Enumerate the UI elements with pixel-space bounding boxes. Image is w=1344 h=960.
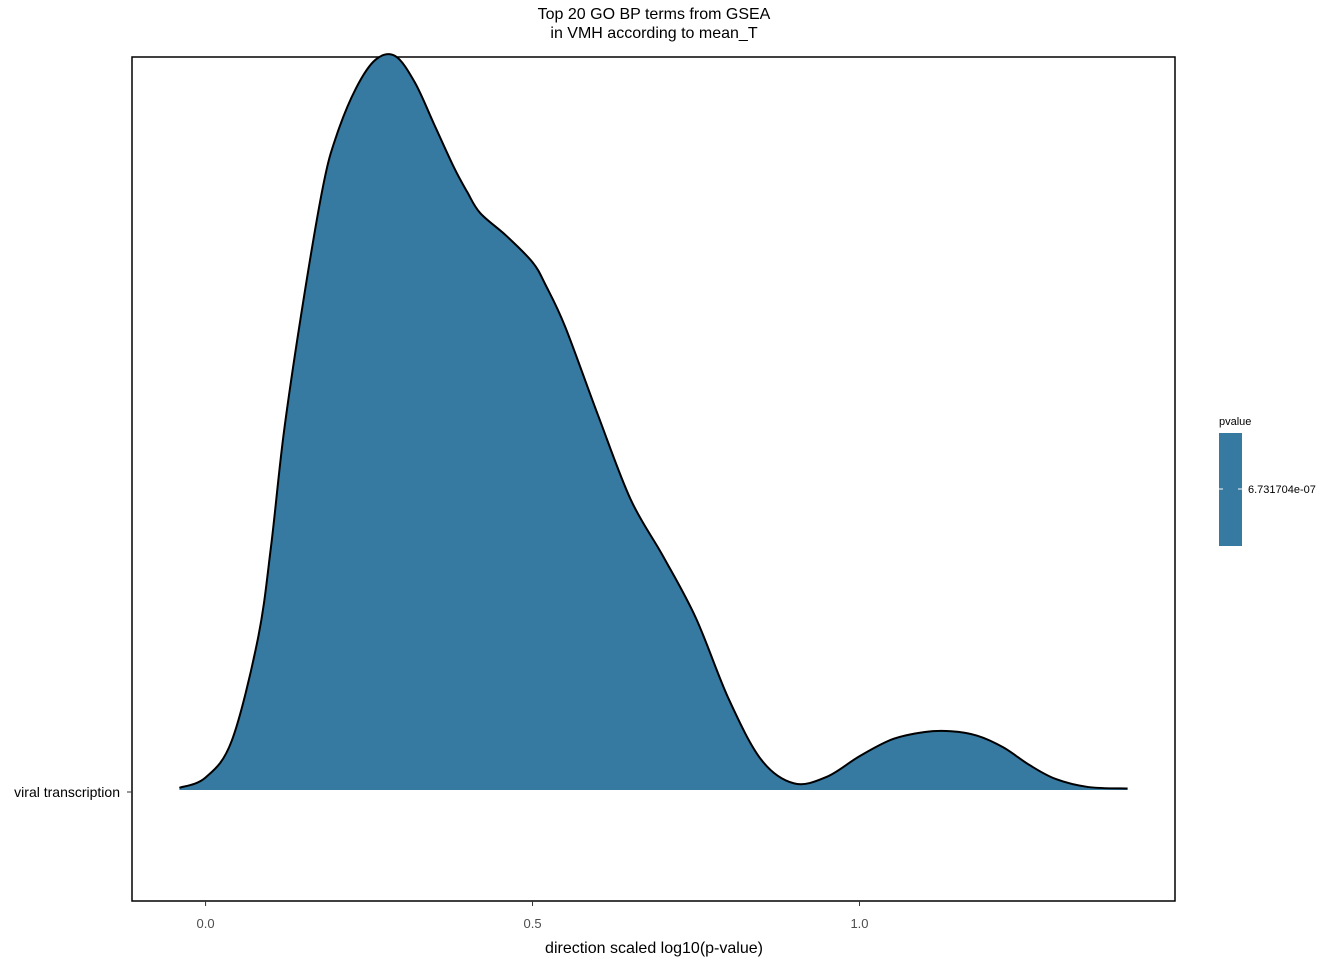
x-axis-title: direction scaled log10(p-value) — [545, 940, 763, 957]
y-axis: viral transcription — [14, 784, 132, 800]
legend-label: 6.731704e-07 — [1248, 484, 1316, 496]
x-tick-label: 0.0 — [197, 916, 215, 931]
legend: pvalue 6.731704e-07 — [1219, 416, 1316, 546]
y-category-label: viral transcription — [14, 784, 120, 800]
chart-title-line1: Top 20 GO BP terms from GSEA — [538, 6, 771, 23]
ridges-layer — [179, 53, 1128, 791]
x-tick-label: 1.0 — [850, 916, 868, 931]
legend-colorbar — [1219, 433, 1242, 546]
ridge-area-0 — [179, 54, 1128, 791]
chart-title-line2: in VMH according to mean_T — [550, 25, 757, 42]
x-axis: 0.0 0.5 1.0 — [197, 901, 869, 931]
ridge-outline-0 — [179, 53, 1128, 790]
legend-title: pvalue — [1219, 416, 1251, 428]
x-tick-label: 0.5 — [523, 916, 541, 931]
